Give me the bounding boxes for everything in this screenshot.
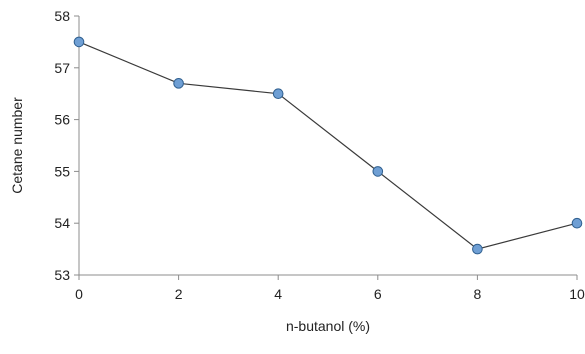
y-tick-label: 54 xyxy=(54,215,70,231)
y-axis-ticks: 53 54 55 56 57 58 xyxy=(54,8,79,283)
x-tick-label: 2 xyxy=(175,286,183,302)
series-layer xyxy=(73,36,583,255)
x-axis-ticks: 0 2 4 6 8 10 xyxy=(75,275,585,302)
x-tick-label: 6 xyxy=(374,286,382,302)
data-point-marker xyxy=(472,243,483,255)
data-point-marker xyxy=(73,36,85,48)
x-tick-label: 8 xyxy=(474,286,482,302)
x-tick-label: 10 xyxy=(569,286,585,302)
plot-area: 53 54 55 56 57 58 0 2 4 6 8 10 xyxy=(54,8,585,302)
y-axis-title: Cetane number xyxy=(9,97,25,194)
data-point-marker xyxy=(571,217,583,229)
y-tick-label: 58 xyxy=(54,8,70,24)
y-tick-label: 57 xyxy=(54,60,70,76)
data-point-marker xyxy=(173,78,184,89)
y-tick-label: 55 xyxy=(54,163,70,179)
data-point-marker xyxy=(372,166,384,177)
y-tick-label: 56 xyxy=(54,112,70,128)
x-tick-label: 4 xyxy=(274,286,282,302)
x-tick-label: 0 xyxy=(75,286,83,302)
y-tick-label: 53 xyxy=(54,267,70,283)
series-line xyxy=(78,41,578,250)
x-axis-title: n-butanol (%) xyxy=(286,318,370,334)
data-point-marker xyxy=(272,88,284,99)
